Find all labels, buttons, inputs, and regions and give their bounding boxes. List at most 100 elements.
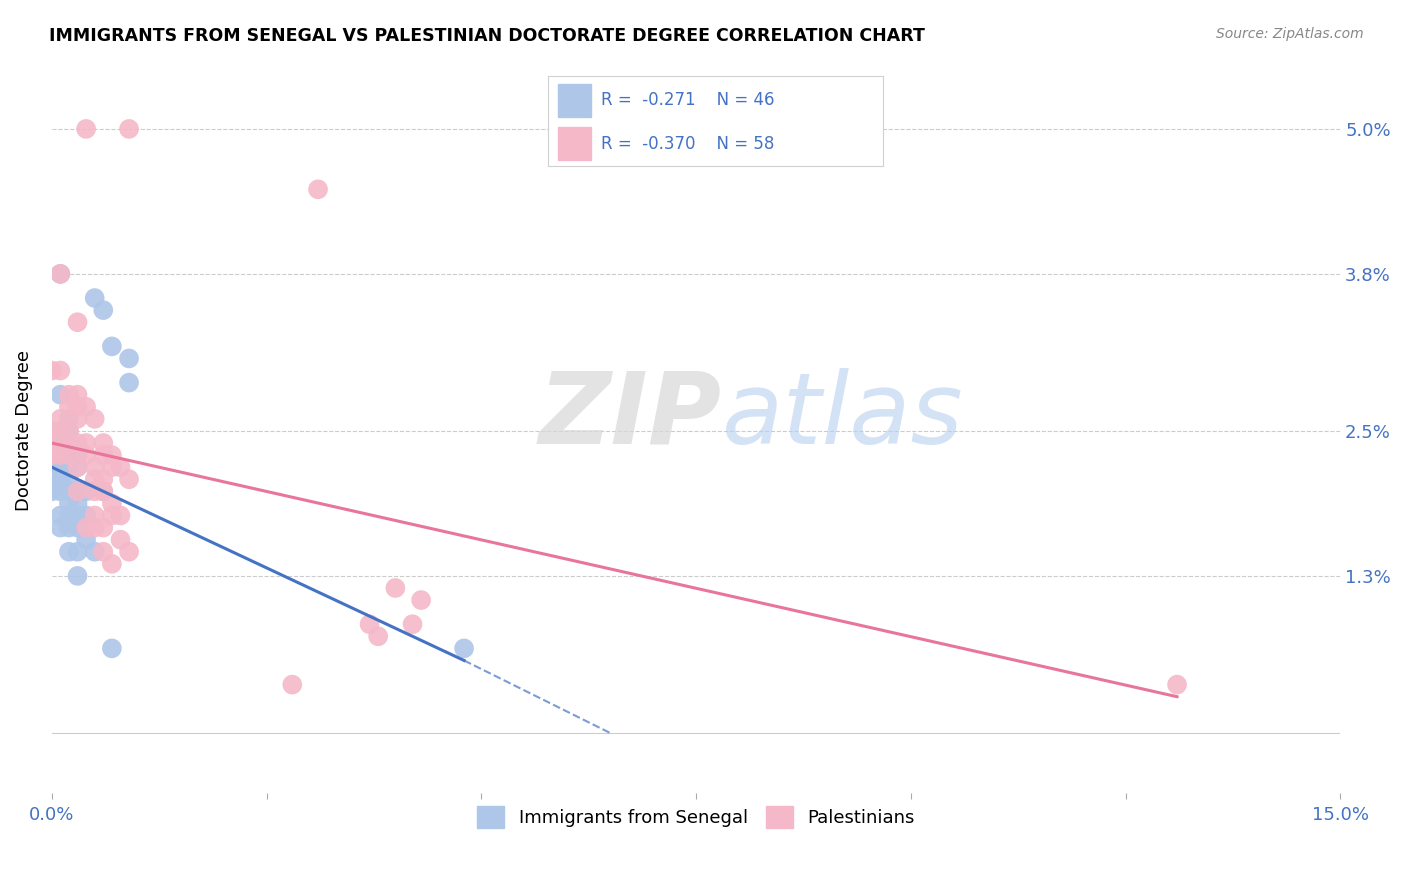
Point [58,508,80,523]
Point [83,460,105,475]
Point [49,472,72,486]
Text: IMMIGRANTS FROM SENEGAL VS PALESTINIAN DOCTORATE DEGREE CORRELATION CHART: IMMIGRANTS FROM SENEGAL VS PALESTINIAN D… [49,27,925,45]
Y-axis label: Doctorate Degree: Doctorate Degree [15,351,32,511]
Point [49,267,72,281]
Point [41,424,63,438]
Point [66,484,89,499]
Point [41,472,63,486]
Point [41,424,63,438]
Point [75,484,97,499]
Point [66,484,89,499]
Point [58,496,80,510]
Point [41,436,63,450]
Point [118,545,141,559]
Point [66,448,89,462]
Point [75,448,97,462]
Point [58,436,80,450]
Point [1166,678,1188,692]
Point [91,484,114,499]
Point [384,581,406,595]
Point [75,436,97,450]
Point [101,460,124,475]
Point [49,424,72,438]
Point [49,448,72,462]
Point [41,448,63,462]
Point [41,363,63,377]
Point [367,629,389,643]
Point [91,448,114,462]
Point [110,533,132,547]
Point [58,472,80,486]
Point [49,363,72,377]
Point [49,448,72,462]
Point [49,484,72,499]
Point [49,387,72,401]
Point [66,460,89,475]
Text: Source: ZipAtlas.com: Source: ZipAtlas.com [1216,27,1364,41]
Point [41,436,63,450]
Point [66,436,89,450]
Point [101,448,124,462]
Point [83,520,105,534]
Point [75,533,97,547]
Point [359,617,381,632]
Point [66,520,89,534]
Point [66,400,89,414]
Point [58,387,80,401]
Point [91,472,114,486]
Point [118,376,141,390]
Point [83,545,105,559]
Point [91,484,114,499]
Point [83,484,105,499]
Point [58,448,80,462]
Text: atlas: atlas [721,368,963,465]
Point [49,412,72,426]
Point [58,484,80,499]
Point [91,545,114,559]
Text: ZIP: ZIP [538,368,721,465]
Point [118,122,141,136]
Point [66,496,89,510]
Point [83,412,105,426]
Point [75,400,97,414]
Point [66,569,89,583]
Point [83,508,105,523]
Point [75,122,97,136]
Point [41,484,63,499]
Point [75,508,97,523]
Point [49,436,72,450]
Point [83,291,105,305]
Point [58,400,80,414]
Point [58,424,80,438]
Point [118,351,141,366]
Point [66,412,89,426]
Point [118,472,141,486]
Point [411,593,433,607]
Point [66,460,89,475]
Point [101,339,124,353]
Point [41,460,63,475]
Point [91,303,114,318]
Point [58,412,80,426]
Point [49,436,72,450]
Point [281,678,304,692]
Point [110,508,132,523]
Point [58,545,80,559]
Point [307,182,329,196]
Point [101,496,124,510]
Point [453,641,475,656]
Point [66,545,89,559]
Point [58,424,80,438]
Point [66,315,89,329]
Point [49,436,72,450]
Point [91,436,114,450]
Legend: Immigrants from Senegal, Palestinians: Immigrants from Senegal, Palestinians [470,798,922,835]
Point [110,460,132,475]
Point [49,267,72,281]
Point [58,520,80,534]
Point [49,508,72,523]
Point [101,508,124,523]
Point [66,387,89,401]
Point [101,557,124,571]
Point [58,460,80,475]
